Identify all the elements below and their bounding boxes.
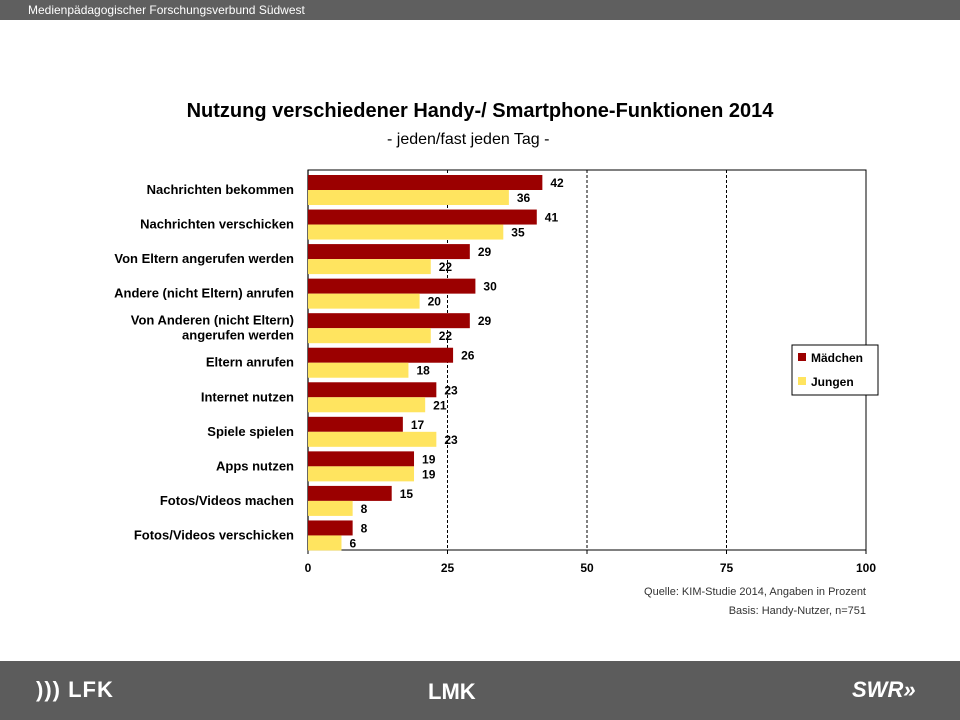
bar-maedchen <box>308 451 415 467</box>
category-label: Internet nutzen <box>201 389 294 404</box>
bar-maedchen <box>308 313 470 329</box>
data-label: 19 <box>422 467 436 481</box>
data-label: 21 <box>433 398 447 412</box>
data-label: 17 <box>411 418 425 432</box>
bar-maedchen <box>308 416 403 432</box>
org-name: Medienpädagogischer Forschungsverbund Sü… <box>28 3 305 17</box>
bar-chart: 0 25 50 75 100 42 36 Nachrichten bekommen 41 35 Na… <box>114 169 879 575</box>
bar-jungen <box>308 259 431 275</box>
category-label: Fotos/Videos verschicken <box>134 527 294 542</box>
bar-jungen <box>308 431 437 447</box>
data-label: 30 <box>483 280 497 294</box>
data-label: 41 <box>545 211 559 225</box>
bar-maedchen <box>308 244 470 260</box>
bar-maedchen <box>308 175 543 190</box>
category-label: Von Anderen (nicht Eltern) <box>131 313 294 328</box>
bar-jungen <box>308 397 426 413</box>
footer-bar: ))) LFK LMK SWR» <box>0 661 960 720</box>
bar-maedchen <box>308 520 353 536</box>
top-bar: Medienpädagogischer Forschungsverbund Sü… <box>0 0 960 20</box>
bar-maedchen <box>308 485 392 501</box>
data-label: 8 <box>361 521 368 535</box>
bar-jungen <box>308 535 342 551</box>
data-label: 26 <box>461 349 475 363</box>
data-label: 36 <box>517 191 531 205</box>
data-label: 22 <box>439 329 453 343</box>
bar-jungen <box>308 500 353 516</box>
data-label: 6 <box>349 536 356 550</box>
category-label: Fotos/Videos machen <box>160 493 294 508</box>
x-tick-label: 50 <box>580 561 594 575</box>
data-label: 29 <box>478 314 492 328</box>
bar-maedchen <box>308 209 537 225</box>
category-label: angerufen werden <box>182 328 294 343</box>
chart-subtitle: - jeden/fast jeden Tag - <box>387 131 550 148</box>
bar-jungen <box>308 466 415 482</box>
data-label: 15 <box>400 487 414 501</box>
data-label: 42 <box>550 176 564 190</box>
data-label: 35 <box>511 226 525 240</box>
data-label: 22 <box>439 260 453 274</box>
category-label: Apps nutzen <box>216 458 294 473</box>
data-label: 19 <box>422 452 436 466</box>
bar-jungen <box>308 293 420 309</box>
lmk-logo: LMK <box>428 679 476 704</box>
source-note: Quelle: KIM-Studie 2014, Angaben in Proz… <box>644 586 866 598</box>
legend-swatch <box>798 353 806 361</box>
category-label: Nachrichten verschicken <box>140 217 294 232</box>
basis-note: Basis: Handy-Nutzer, n=751 <box>728 605 866 617</box>
bar-maedchen <box>308 278 476 294</box>
data-label: 29 <box>478 245 492 259</box>
category-label: Spiele spielen <box>207 424 294 439</box>
data-label: 23 <box>444 383 458 397</box>
bar-jungen <box>308 190 509 205</box>
category-label: Eltern anrufen <box>206 355 294 370</box>
data-label: 18 <box>416 364 430 378</box>
x-tick-label: 25 <box>441 561 455 575</box>
legend-label: Mädchen <box>811 351 863 365</box>
legend-box <box>791 344 879 396</box>
x-tick-label: 100 <box>856 561 876 575</box>
category-label: Von Eltern angerufen werden <box>114 251 294 266</box>
data-label: 8 <box>361 502 368 516</box>
data-label: 23 <box>444 433 458 447</box>
lfk-logo: ))) LFK <box>36 677 114 702</box>
x-tick-label: 0 <box>305 561 312 575</box>
bar-jungen <box>308 328 431 344</box>
legend-swatch <box>798 377 806 385</box>
bar-jungen <box>308 362 409 378</box>
swr-logo: SWR» <box>852 677 916 702</box>
chart-title: Nutzung verschiedener Handy-/ Smartphone… <box>186 100 774 122</box>
legend-label: Jungen <box>811 375 854 389</box>
bar-maedchen <box>308 347 454 363</box>
category-label: Nachrichten bekommen <box>147 182 294 197</box>
category-label: Andere (nicht Eltern) anrufen <box>114 286 294 301</box>
bar-jungen <box>308 224 504 240</box>
data-label: 20 <box>428 295 442 309</box>
x-tick-label: 75 <box>720 561 734 575</box>
bar-maedchen <box>308 382 437 398</box>
